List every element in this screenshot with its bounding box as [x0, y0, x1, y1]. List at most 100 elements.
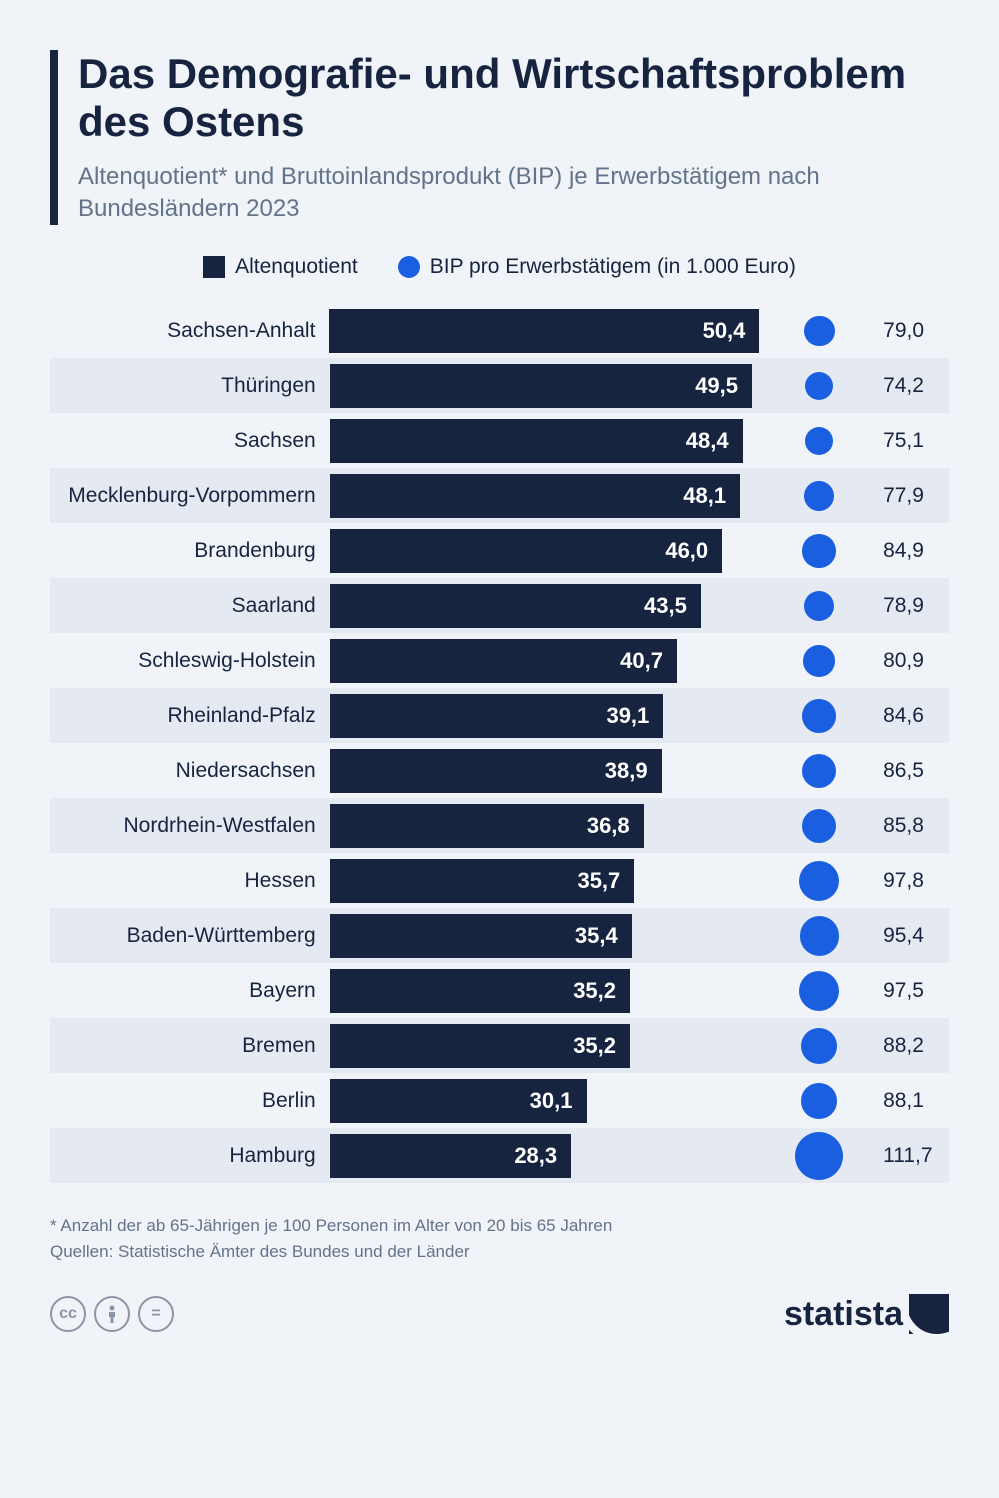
- legend-circle-icon: [398, 256, 420, 278]
- chart-row: Sachsen-Anhalt50,4 79,0: [50, 303, 949, 358]
- chart-row: Nordrhein-Westfalen36,885,8: [50, 798, 949, 853]
- dot: [804, 481, 834, 511]
- bar-dot-chart: Sachsen-Anhalt50,479,0Thüringen49,574,2S…: [50, 303, 949, 1183]
- legend: Altenquotient BIP pro Erwerbstätigem (in…: [50, 255, 949, 279]
- bar: 38,9: [330, 749, 662, 793]
- dot-cell: [759, 591, 879, 622]
- row-label: Baden-Württemberg: [50, 924, 330, 948]
- dot-cell: [759, 1028, 879, 1063]
- row-label: Saarland: [50, 594, 330, 618]
- cc-icon: cc: [50, 1296, 86, 1332]
- dot-cell: [759, 481, 879, 511]
- statista-logo: statista: [784, 1294, 949, 1334]
- row-label: Mecklenburg-Vorpommern: [50, 484, 330, 508]
- bar: 35,7: [330, 859, 635, 903]
- dot: [799, 861, 840, 902]
- bar: 28,3: [330, 1134, 571, 1178]
- row-label: Hessen: [50, 869, 330, 893]
- footnote-definition: * Anzahl der ab 65-Jährigen je 100 Perso…: [50, 1213, 949, 1239]
- bar: 35,4: [330, 914, 632, 958]
- dot-cell: [759, 427, 879, 455]
- chart-subtitle: Altenquotient* und Bruttoinlandsprodukt …: [78, 161, 949, 226]
- row-label: Sachsen: [50, 429, 330, 453]
- chart-row: Niedersachsen38,9 86,5: [50, 743, 949, 798]
- row-label: Sachsen-Anhalt: [50, 319, 329, 343]
- dot: [801, 1083, 836, 1118]
- dot-value: 111,7: [879, 1144, 949, 1168]
- chart-row: Saarland43,578,9: [50, 578, 949, 633]
- footnote-block: * Anzahl der ab 65-Jährigen je 100 Perso…: [50, 1213, 949, 1264]
- chart-row: Berlin30,188,1: [50, 1073, 949, 1128]
- bar-track: 40,7: [330, 639, 760, 683]
- row-label: Hamburg: [50, 1144, 330, 1168]
- dot: [802, 534, 836, 568]
- dot-cell: [759, 754, 879, 789]
- row-label: Rheinland-Pfalz: [50, 704, 330, 728]
- dot-value: 97,5: [879, 979, 949, 1003]
- bar: 39,1: [330, 694, 664, 738]
- dot-value: 85,8: [879, 814, 949, 838]
- bar: 35,2: [330, 1024, 630, 1068]
- bar-track: 48,4: [330, 419, 760, 463]
- dot-value: 88,1: [879, 1089, 949, 1113]
- bar-track: 35,2: [330, 969, 760, 1013]
- row-label: Nordrhein-Westfalen: [50, 814, 330, 838]
- bar-track: 35,4: [330, 914, 760, 958]
- dot-cell: [759, 1132, 879, 1180]
- chart-row: Bayern35,2 97,5: [50, 963, 949, 1018]
- dot-value: 75,1: [879, 429, 949, 453]
- bar-track: 43,5: [330, 584, 760, 628]
- dot-value: 88,2: [879, 1034, 949, 1058]
- bar: 46,0: [330, 529, 722, 573]
- dot-cell: [759, 645, 879, 677]
- legend-square-icon: [203, 256, 225, 278]
- statista-wordmark: statista: [784, 1295, 903, 1334]
- cc-nd-icon: =: [138, 1296, 174, 1332]
- chart-title: Das Demografie- und Wirtschaftsproblem d…: [78, 50, 949, 147]
- dot: [802, 754, 837, 789]
- dot-value: 79,0: [879, 319, 949, 343]
- dot-cell: [759, 316, 879, 347]
- dot-cell: [759, 1083, 879, 1118]
- row-label: Niedersachsen: [50, 759, 330, 783]
- chart-row: Hamburg28,3 111,7: [50, 1128, 949, 1183]
- dot-value: 84,9: [879, 539, 949, 563]
- header-block: Das Demografie- und Wirtschaftsproblem d…: [50, 50, 949, 225]
- footer: cc = statista: [50, 1294, 949, 1334]
- dot-cell: [759, 372, 879, 400]
- bar: 35,2: [330, 969, 630, 1013]
- row-label: Bayern: [50, 979, 330, 1003]
- dot: [803, 645, 835, 677]
- dot-cell: [759, 861, 879, 902]
- dot-value: 97,8: [879, 869, 949, 893]
- dot: [802, 809, 836, 843]
- dot-value: 77,9: [879, 484, 949, 508]
- bar: 43,5: [330, 584, 701, 628]
- chart-row: Rheinland-Pfalz39,1 84,6: [50, 688, 949, 743]
- cc-license-icons: cc =: [50, 1296, 174, 1332]
- bar: 30,1: [330, 1079, 587, 1123]
- dot-cell: [759, 534, 879, 568]
- legend-circle-label: BIP pro Erwerbstätigem (in 1.000 Euro): [430, 255, 796, 279]
- dot-value: 86,5: [879, 759, 949, 783]
- chart-row: Baden-Württemberg35,4 95,4: [50, 908, 949, 963]
- bar-track: 50,4: [329, 309, 759, 353]
- legend-bar-label: Altenquotient: [235, 255, 358, 279]
- legend-item-bar: Altenquotient: [203, 255, 358, 279]
- dot: [805, 427, 833, 455]
- bar: 49,5: [330, 364, 752, 408]
- bar-track: 35,2: [330, 1024, 760, 1068]
- cc-by-icon: [94, 1296, 130, 1332]
- chart-row: Mecklenburg-Vorpommern48,1 77,9: [50, 468, 949, 523]
- chart-row: Schleswig-Holstein40,780,9: [50, 633, 949, 688]
- dot-value: 95,4: [879, 924, 949, 948]
- bar: 40,7: [330, 639, 677, 683]
- dot-value: 84,6: [879, 704, 949, 728]
- bar: 48,1: [330, 474, 740, 518]
- bar-track: 39,1: [330, 694, 760, 738]
- infographic-container: Das Demografie- und Wirtschaftsproblem d…: [0, 0, 999, 1364]
- row-label: Schleswig-Holstein: [50, 649, 330, 673]
- footnote-sources: Quellen: Statistische Ämter des Bundes u…: [50, 1239, 949, 1265]
- bar-track: 46,0: [330, 529, 760, 573]
- dot-cell: [759, 699, 879, 733]
